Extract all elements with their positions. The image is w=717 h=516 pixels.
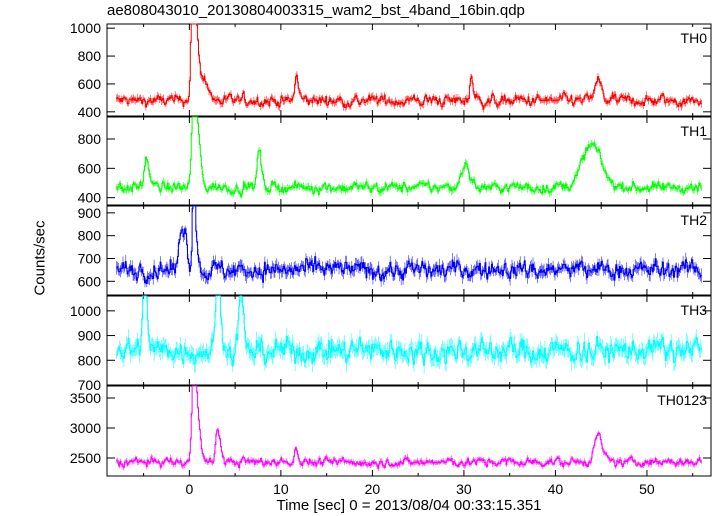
y-tick-label: 800 [78, 48, 102, 64]
panel-label-th3: TH3 [681, 302, 708, 318]
y-tick-label: 400 [78, 104, 102, 120]
panel-frame-th3 [106, 295, 712, 386]
x-tick-label: 50 [639, 481, 655, 497]
panel-frame-th0123 [106, 385, 712, 477]
y-tick-label: 600 [78, 273, 102, 289]
series-line-th1 [116, 116, 702, 197]
y-tick-label: 700 [78, 250, 102, 266]
panel-frame-th1 [106, 116, 712, 206]
panel-label-th2: TH2 [681, 212, 708, 228]
panel-frame-th0 [106, 23, 712, 117]
y-tick-label: 800 [78, 228, 102, 244]
panel-label-th1: TH1 [681, 123, 708, 139]
y-tick-label: 400 [78, 190, 102, 206]
y-tick-label: 800 [78, 352, 102, 368]
y-tick-label: 3500 [70, 390, 101, 406]
error-bars-th0 [116, 24, 702, 113]
y-tick-label: 3000 [70, 420, 101, 436]
y-tick-label: 800 [78, 131, 102, 147]
y-tick-label: 1000 [70, 303, 101, 319]
panel-label-th0: TH0 [681, 30, 708, 46]
x-tick-label: 30 [456, 481, 472, 497]
series-line-th3 [116, 295, 702, 367]
panel-label-th0123: TH0123 [657, 392, 707, 408]
x-tick-label: 0 [185, 481, 193, 497]
y-tick-label: 600 [78, 76, 102, 92]
chart-title: ae808043010_20130804003315_wam2_bst_4ban… [107, 2, 525, 19]
y-tick-label: 1000 [70, 20, 101, 36]
series-line-th2 [116, 205, 702, 284]
y-tick-label: 2500 [70, 450, 101, 466]
y-tick-label: 700 [78, 377, 102, 393]
y-tick-label: 900 [78, 205, 102, 221]
y-tick-label: 900 [78, 328, 102, 344]
series-line-th0 [116, 23, 702, 110]
x-tick-label: 20 [365, 481, 381, 497]
series-line-th0123 [116, 385, 702, 470]
panel-frame-th2 [106, 205, 712, 296]
y-tick-label: 600 [78, 160, 102, 176]
x-axis-label: Time [sec] 0 = 2013/08/04 00:33:15.351 [276, 497, 542, 514]
x-tick-label: 10 [273, 481, 289, 497]
x-tick-label: 40 [548, 481, 564, 497]
